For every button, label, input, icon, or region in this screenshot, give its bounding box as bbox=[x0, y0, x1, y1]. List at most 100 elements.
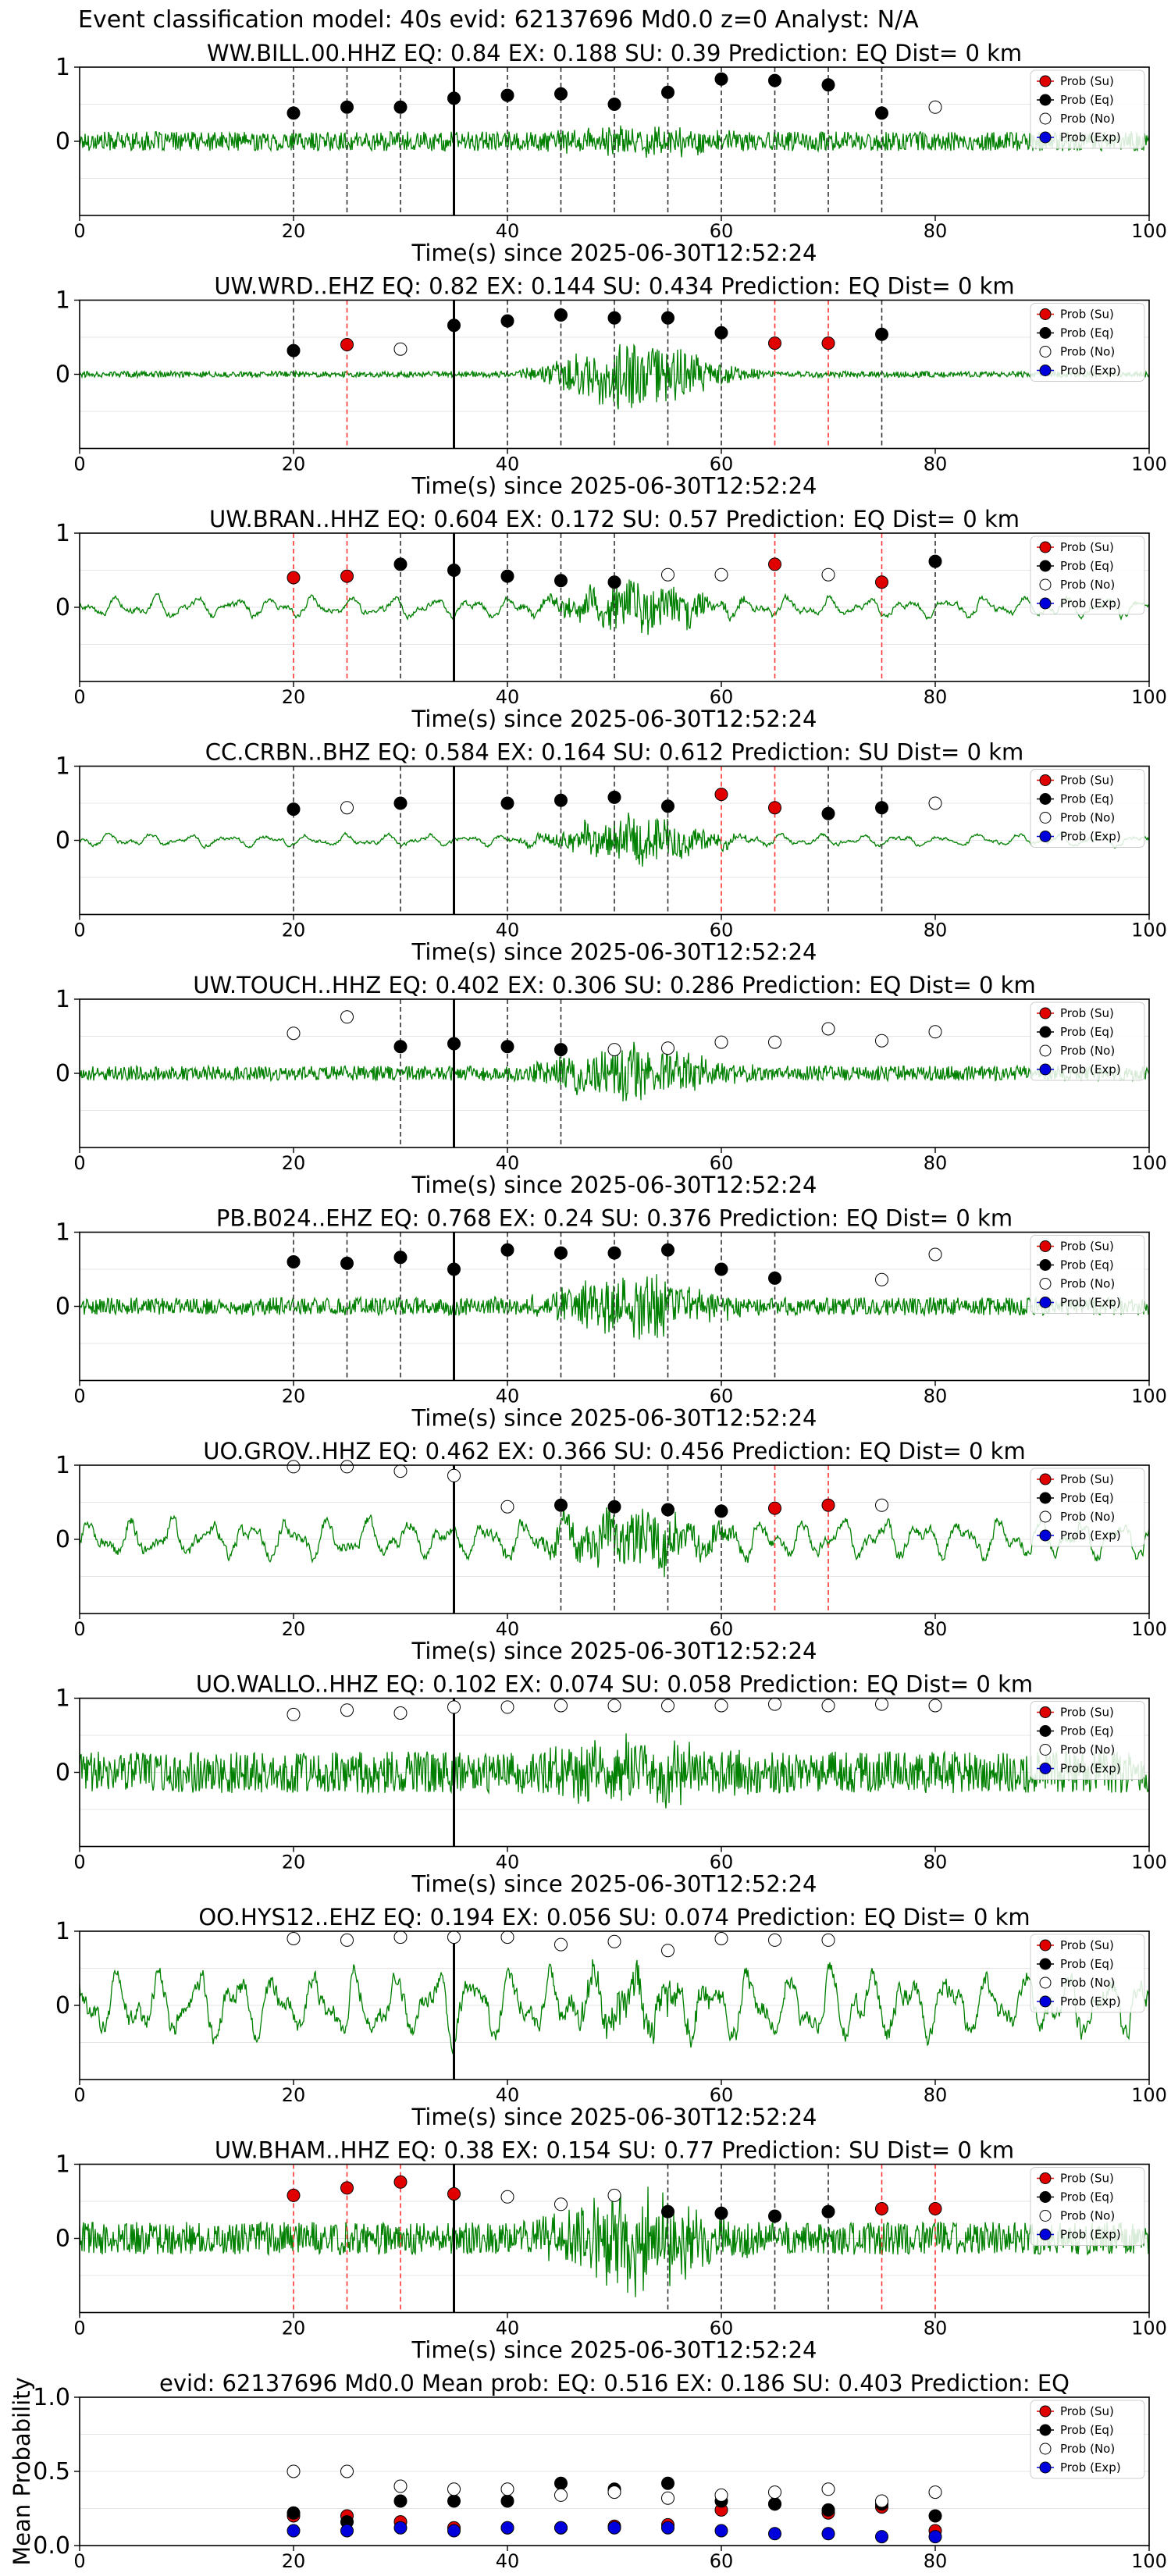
x-tick-label: 80 bbox=[924, 1152, 948, 1174]
legend-label: Prob (No) bbox=[1060, 1743, 1115, 1757]
x-tick-label: 60 bbox=[710, 2318, 734, 2339]
prob-point-eq bbox=[554, 574, 568, 588]
prob-point-no bbox=[714, 568, 728, 582]
x-tick-label: 40 bbox=[496, 1386, 520, 1407]
legend-marker bbox=[1039, 2443, 1052, 2455]
prob-point-eq bbox=[821, 78, 835, 92]
x-axis-label: Time(s) since 2025-06-30T12:52:24 bbox=[411, 1638, 817, 1664]
mean-prob-point-exp bbox=[928, 2530, 942, 2544]
prob-point-no bbox=[875, 1272, 888, 1286]
prob-point-eq bbox=[500, 88, 514, 102]
mean-prob-point-no bbox=[661, 2491, 674, 2505]
legend-frame bbox=[1030, 1468, 1145, 1547]
x-tick-label: 0 bbox=[73, 1852, 85, 1873]
legend-frame bbox=[1030, 1701, 1145, 1780]
legend-marker bbox=[1039, 112, 1052, 125]
x-tick-label: 60 bbox=[710, 454, 734, 475]
legend-marker bbox=[1039, 2191, 1052, 2203]
x-axis-label: Time(s) since 2025-06-30T12:52:24 bbox=[411, 1871, 817, 1898]
panel-title: WW.BILL.00.HHZ EQ: 0.84 EX: 0.188 SU: 0.… bbox=[207, 40, 1022, 66]
x-tick-label: 0 bbox=[73, 1386, 85, 1407]
prob-point-su bbox=[928, 2202, 942, 2215]
legend-marker bbox=[1039, 1007, 1052, 1019]
waveform-trace bbox=[79, 125, 1150, 158]
legend-marker bbox=[1039, 1063, 1052, 1076]
legend-label: Prob (Exp) bbox=[1060, 1762, 1121, 1776]
prob-point-no bbox=[554, 1699, 568, 1713]
legend-label: Prob (Su) bbox=[1060, 2172, 1114, 2186]
figure-suptitle: Event classification model: 40s evid: 62… bbox=[78, 6, 919, 34]
x-axis-label: Time(s) since 2025-06-30T12:52:24 bbox=[411, 2337, 817, 2364]
panel-2: UW.WRD..EHZ EQ: 0.82 EX: 0.144 SU: 0.434… bbox=[55, 273, 1167, 500]
mean-prob-point-no bbox=[607, 2485, 621, 2500]
mean-prob-point-exp bbox=[607, 2521, 621, 2535]
prob-point-no bbox=[607, 1699, 621, 1713]
prob-point-no bbox=[340, 1010, 354, 1024]
legend-marker bbox=[1039, 2172, 1052, 2184]
waveform-trace bbox=[79, 1959, 1150, 2055]
legend-label: Prob (No) bbox=[1060, 811, 1115, 825]
x-tick-label: 0 bbox=[73, 454, 85, 475]
mean-prob-point-no bbox=[447, 2482, 461, 2496]
prob-point-eq bbox=[607, 575, 621, 589]
mean-prob-point-exp bbox=[661, 2521, 674, 2535]
legend-label: Prob (No) bbox=[1060, 1510, 1115, 1524]
prob-point-eq bbox=[393, 1251, 408, 1265]
legend-marker bbox=[1039, 1297, 1052, 1308]
y-tick-label: 0 bbox=[55, 594, 70, 621]
legend-marker bbox=[1039, 1976, 1052, 1989]
legend-label: Prob (No) bbox=[1060, 345, 1115, 359]
y-tick-label: 1 bbox=[55, 287, 70, 315]
prob-point-eq bbox=[447, 1262, 461, 1276]
prob-point-no bbox=[875, 1034, 888, 1048]
x-tick-label: 20 bbox=[282, 2318, 306, 2339]
mean-prob-point-exp bbox=[500, 2521, 514, 2535]
legend-marker bbox=[1039, 327, 1052, 339]
mean-prob-point-no bbox=[768, 2485, 781, 2500]
prob-point-eq bbox=[554, 1498, 568, 1512]
legend-marker bbox=[1039, 2405, 1052, 2418]
x-tick-label: 100 bbox=[1131, 1152, 1167, 1174]
mean-prob-point-no bbox=[500, 2482, 514, 2496]
legend-label: Prob (Eq) bbox=[1060, 1258, 1114, 1272]
prob-point-eq bbox=[607, 311, 621, 325]
legend-label: Prob (Eq) bbox=[1060, 326, 1114, 340]
prob-point-no bbox=[714, 1699, 728, 1713]
mean-prob-point-no bbox=[393, 2479, 408, 2493]
prob-point-eq bbox=[661, 311, 674, 325]
legend-marker bbox=[1039, 1995, 1052, 2008]
mean-prob-point-eq bbox=[821, 2503, 835, 2517]
prob-point-eq bbox=[768, 1271, 781, 1285]
y-tick-label: 0.5 bbox=[33, 2458, 70, 2485]
waveform-trace bbox=[79, 1274, 1150, 1340]
prob-point-no bbox=[607, 1043, 621, 1057]
prob-point-eq bbox=[447, 564, 461, 577]
x-tick-label: 80 bbox=[924, 920, 948, 941]
x-tick-label: 0 bbox=[73, 686, 85, 708]
prob-point-no bbox=[340, 1703, 354, 1717]
x-tick-label: 100 bbox=[1131, 2318, 1167, 2339]
prob-point-eq bbox=[287, 343, 301, 358]
y-tick-label: 1 bbox=[55, 1452, 70, 1479]
legend-marker bbox=[1039, 75, 1052, 87]
x-tick-label: 20 bbox=[282, 920, 306, 941]
x-tick-label: 0 bbox=[73, 920, 85, 941]
mean-prob-point-eq bbox=[393, 2494, 408, 2508]
panel-5: UW.TOUCH..HHZ EQ: 0.402 EX: 0.306 SU: 0.… bbox=[55, 972, 1167, 1198]
y-tick-label: 0 bbox=[55, 128, 70, 155]
legend-marker bbox=[1039, 812, 1052, 824]
prob-point-eq bbox=[661, 2204, 674, 2218]
y-tick-label: 1 bbox=[55, 1918, 70, 1945]
legend-frame bbox=[1030, 1934, 1145, 2013]
prob-point-no bbox=[447, 1930, 461, 1944]
panel-title: PB.B024..EHZ EQ: 0.768 EX: 0.24 SU: 0.37… bbox=[216, 1205, 1013, 1232]
x-tick-label: 60 bbox=[710, 2084, 734, 2106]
prob-point-eq bbox=[340, 1256, 354, 1270]
x-tick-label: 0 bbox=[73, 1618, 85, 1640]
mean-prob-point-exp bbox=[821, 2527, 835, 2541]
x-tick-label: 40 bbox=[496, 1852, 520, 1873]
legend-frame bbox=[1030, 769, 1145, 848]
legend-label: Prob (Eq) bbox=[1060, 559, 1114, 573]
prob-point-su bbox=[768, 336, 781, 350]
prob-point-no bbox=[500, 1930, 514, 1944]
